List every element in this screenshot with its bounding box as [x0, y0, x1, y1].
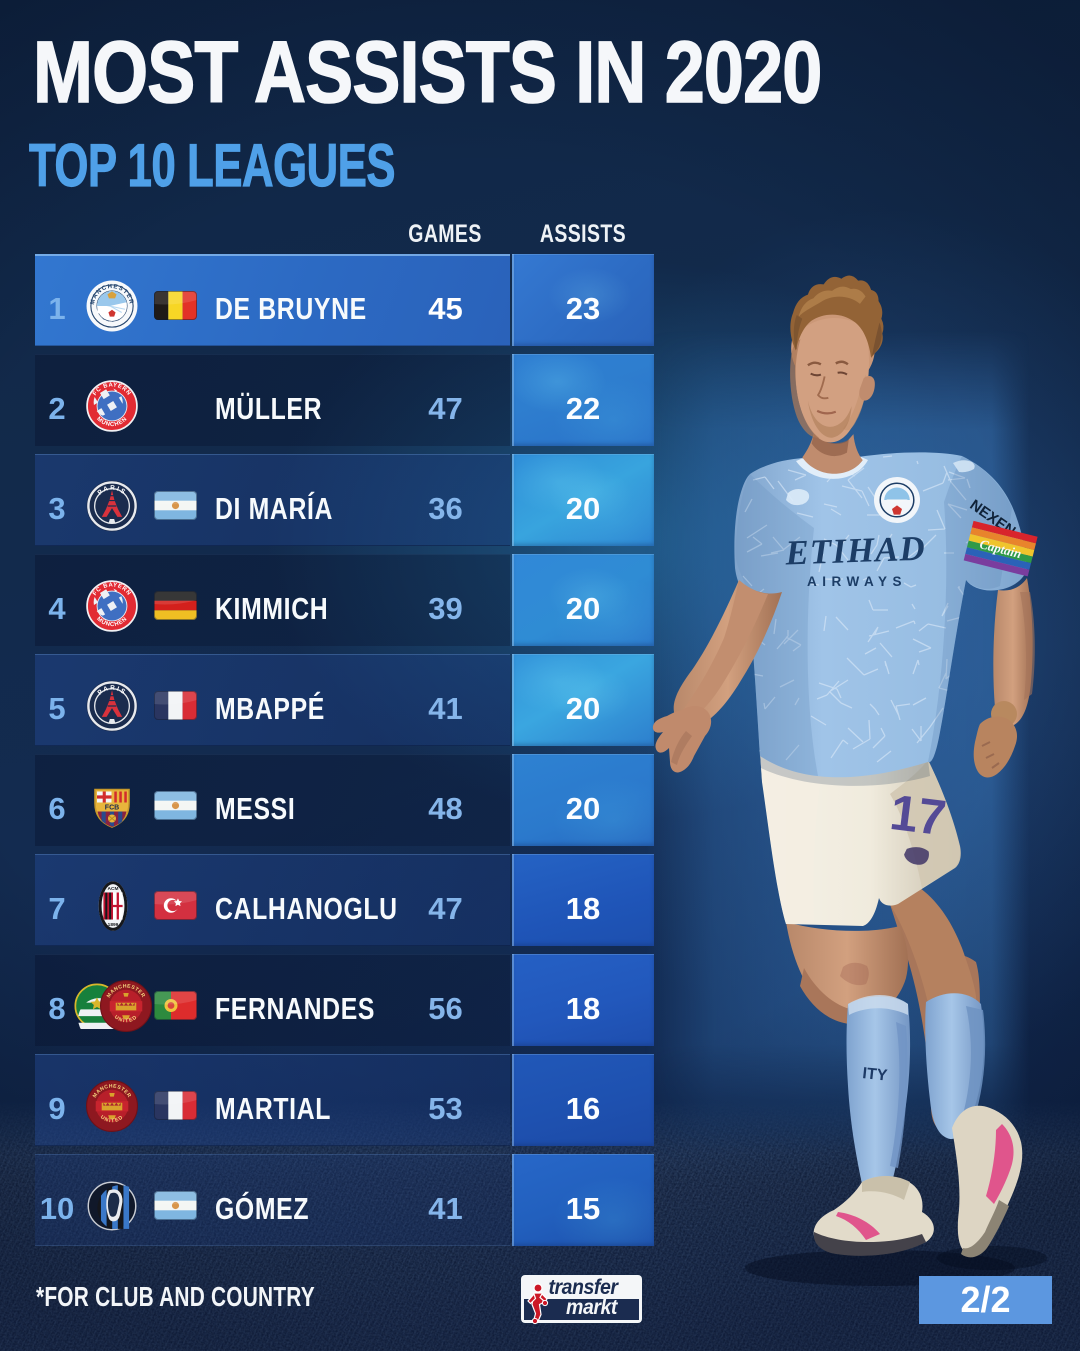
svg-text:ITY: ITY	[862, 1065, 889, 1085]
svg-text:ACM: ACM	[108, 885, 119, 891]
svg-text:17: 17	[887, 784, 949, 846]
svg-text:1899: 1899	[108, 921, 119, 927]
svg-text:MÜNCHEN: MÜNCHEN	[95, 416, 128, 428]
svg-text:MÜNCHEN: MÜNCHEN	[95, 616, 128, 628]
svg-text:UNITED: UNITED	[99, 1114, 125, 1124]
svg-text:UNITED: UNITED	[113, 1014, 139, 1024]
svg-text:ETIHAD: ETIHAD	[784, 529, 926, 573]
svg-text:AIRWAYS: AIRWAYS	[807, 574, 907, 589]
svg-text:FCB: FCB	[105, 804, 119, 811]
